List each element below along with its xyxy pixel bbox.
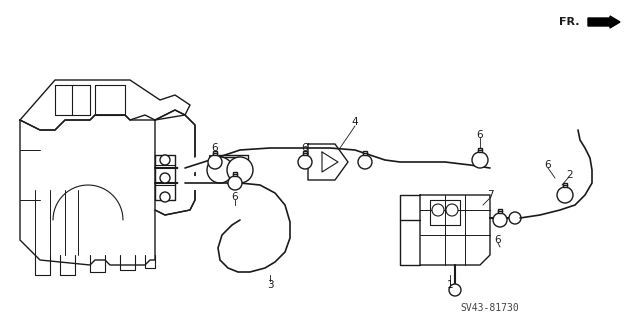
Circle shape — [509, 212, 521, 224]
Circle shape — [557, 187, 573, 203]
Text: FR.: FR. — [559, 17, 580, 27]
Circle shape — [358, 155, 372, 169]
Text: 6: 6 — [477, 130, 483, 140]
Circle shape — [208, 155, 222, 169]
Text: 2: 2 — [566, 170, 573, 180]
Text: 6: 6 — [212, 143, 218, 153]
Bar — [563, 183, 567, 187]
Circle shape — [449, 284, 461, 296]
Circle shape — [207, 157, 233, 183]
Text: 6: 6 — [545, 160, 551, 170]
Circle shape — [228, 176, 242, 190]
Bar — [213, 151, 217, 155]
Circle shape — [432, 204, 444, 216]
Circle shape — [227, 157, 253, 183]
Circle shape — [160, 173, 170, 183]
FancyArrow shape — [588, 16, 620, 28]
Text: 3: 3 — [267, 280, 273, 290]
Circle shape — [160, 155, 170, 165]
Circle shape — [160, 192, 170, 202]
Text: 6: 6 — [301, 143, 308, 153]
Bar — [498, 209, 502, 213]
Text: 1: 1 — [447, 280, 453, 290]
Text: 7: 7 — [486, 190, 493, 200]
Text: 6: 6 — [495, 235, 501, 245]
Bar — [233, 172, 237, 176]
Text: SV43-81730: SV43-81730 — [461, 303, 520, 313]
Bar — [478, 148, 482, 152]
Circle shape — [446, 204, 458, 216]
Text: 4: 4 — [352, 117, 358, 127]
Bar — [363, 151, 367, 155]
Bar — [303, 151, 307, 155]
Circle shape — [298, 155, 312, 169]
Circle shape — [493, 213, 507, 227]
Circle shape — [472, 152, 488, 168]
Text: 6: 6 — [232, 192, 238, 202]
Text: 5: 5 — [207, 155, 213, 165]
